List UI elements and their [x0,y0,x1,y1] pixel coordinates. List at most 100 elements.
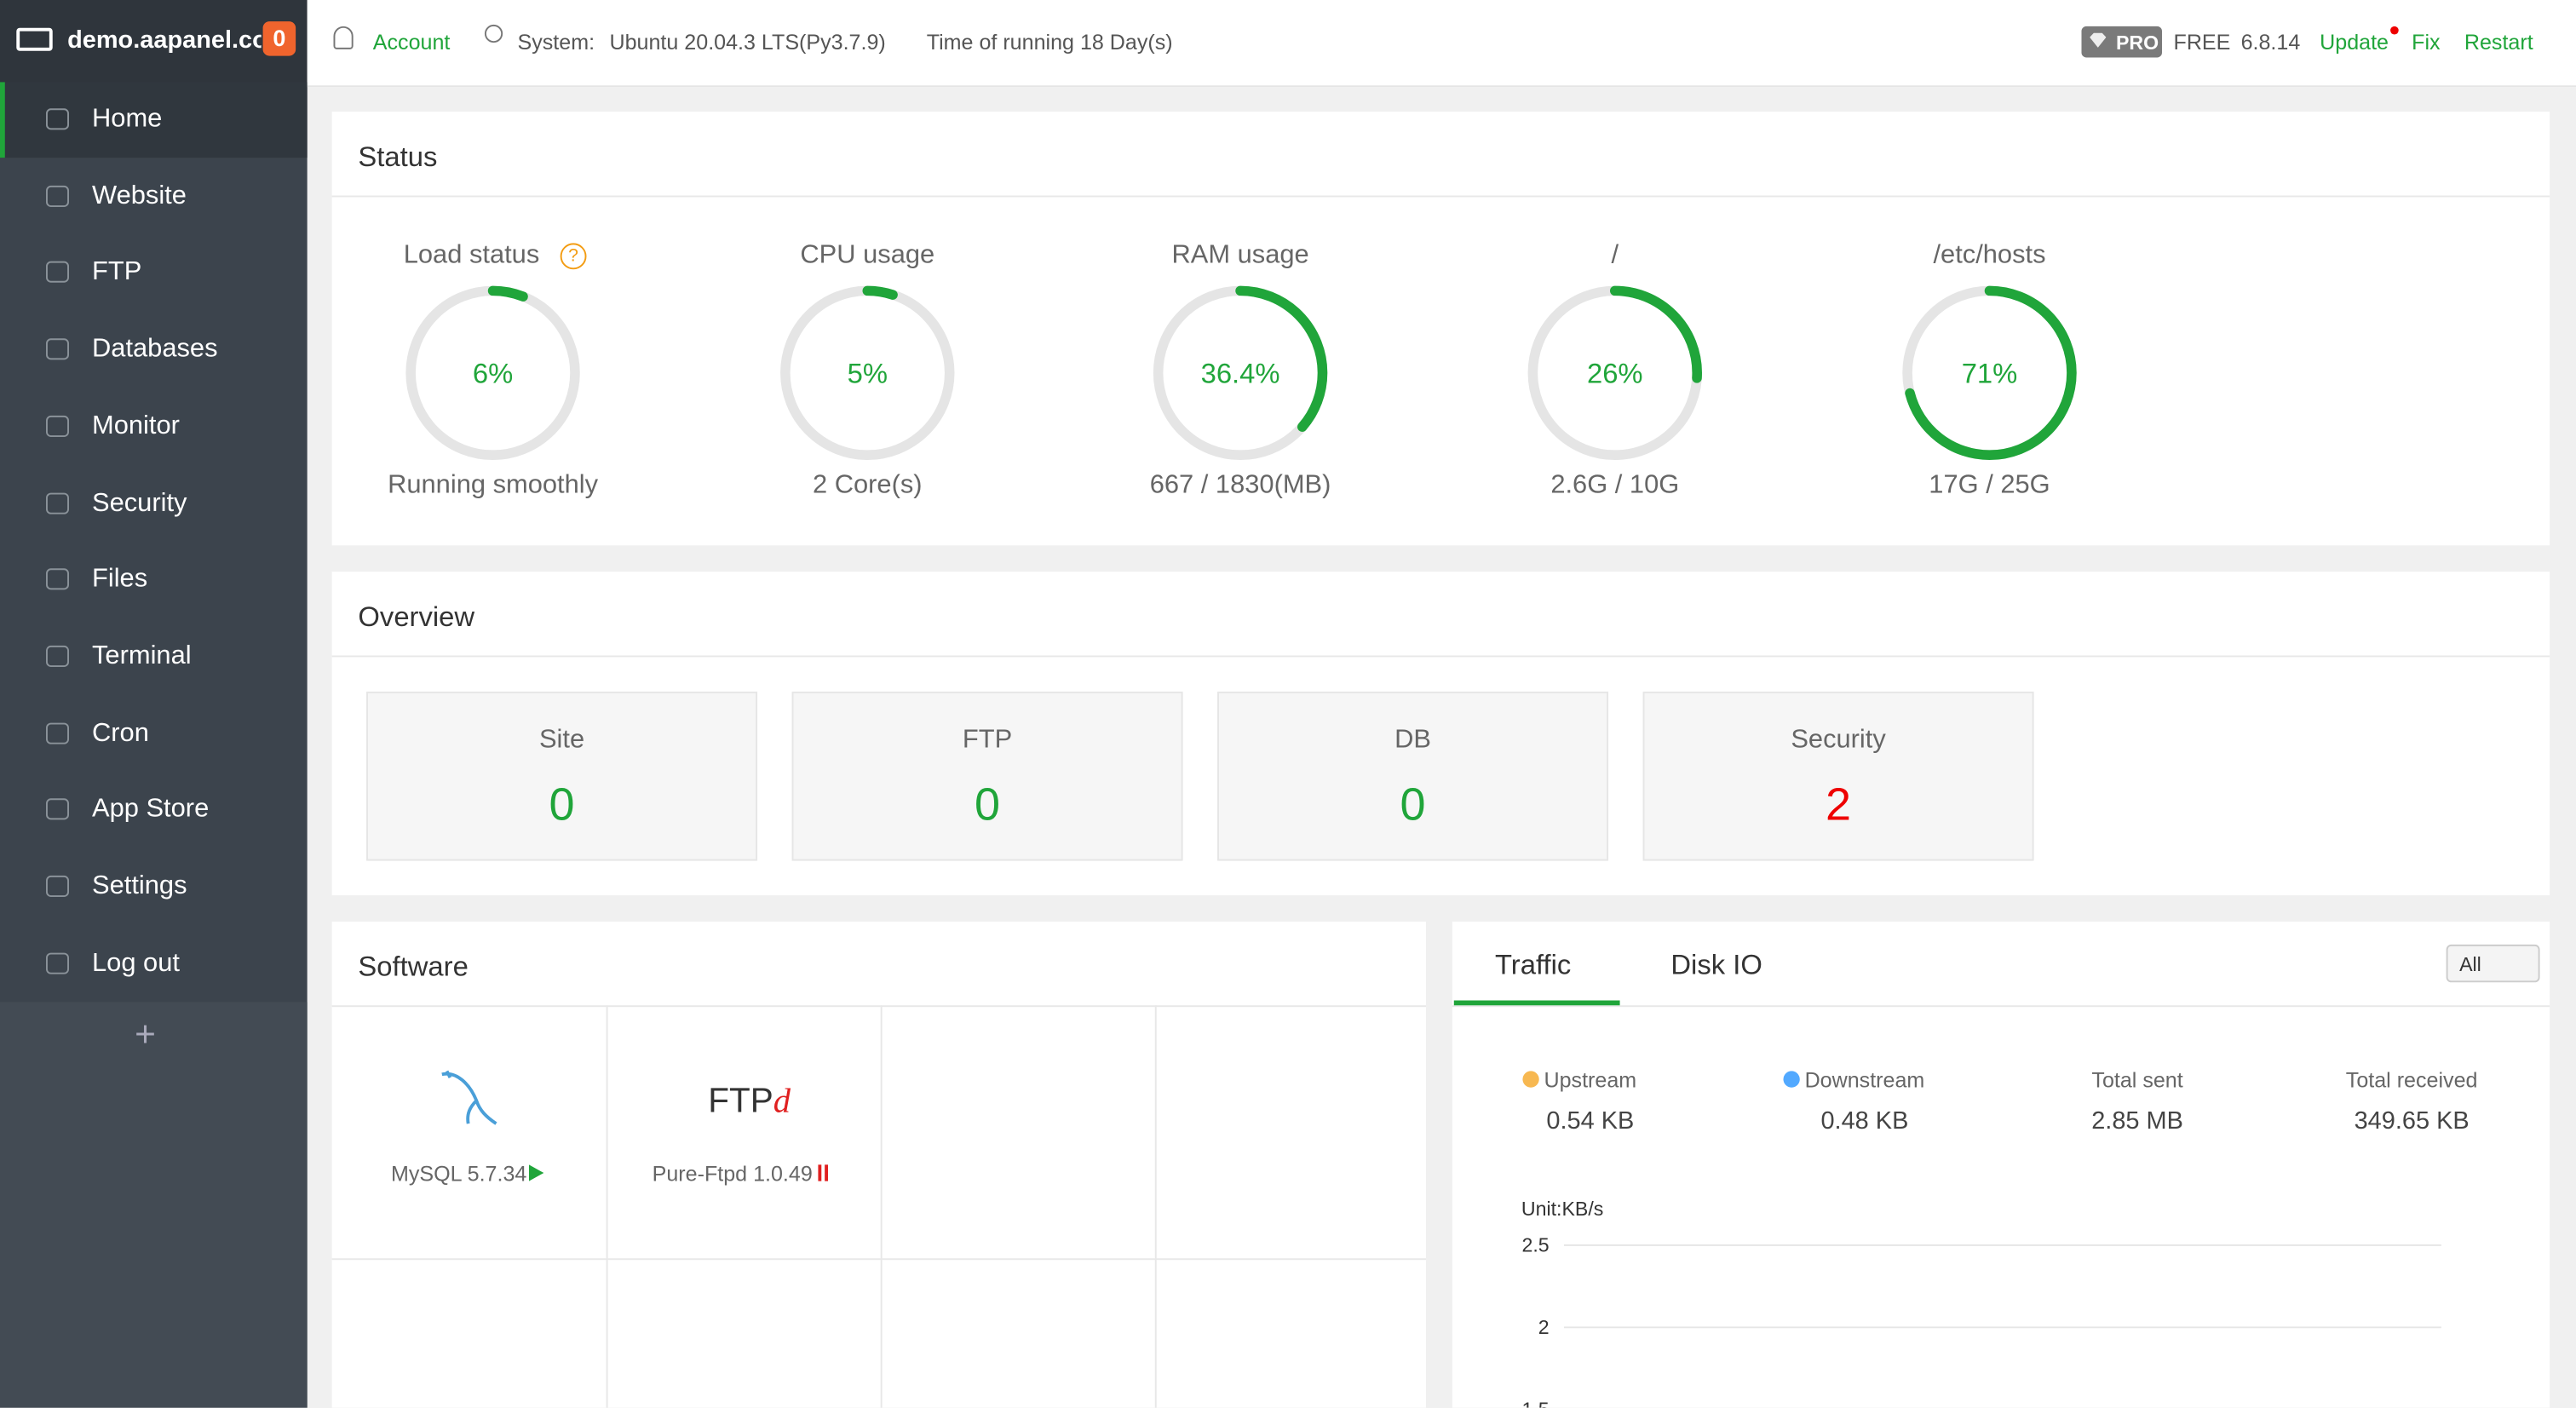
menu-item[interactable]: Home [0,82,308,158]
menu-label[interactable]: Log out [91,949,180,977]
restart-link[interactable]: Restart [2464,29,2533,55]
gauge-arc [1527,285,1702,460]
gauge-value: 6% [473,357,513,388]
menu-item[interactable]: FTP [0,236,308,312]
divider [880,1005,883,1408]
gauge-value: 36.4% [1201,357,1280,388]
menu-item[interactable]: Cron [0,696,308,772]
gauge-arc [405,285,580,460]
menu-icon [45,491,69,514]
overview-card[interactable]: Security 2 [1642,691,2034,861]
menu-item[interactable]: Website [0,158,308,234]
menu-icon [45,645,69,667]
menu-icon [45,338,69,360]
menu-label[interactable]: Security [91,488,187,517]
menu-label[interactable]: FTP [91,258,142,287]
menu-label[interactable]: Databases [91,335,218,364]
menu-label[interactable]: Home [91,105,163,134]
divider [331,655,2550,658]
stopped-icon [818,1164,828,1181]
y-tick-label: 2.5 [1521,1234,1549,1256]
menu-label[interactable]: Terminal [91,641,192,670]
menu-icon [45,951,69,974]
divider [331,1005,1426,1008]
status-panel [331,112,2550,546]
menu-icon [45,875,69,897]
stat-label: Upstream [1522,1068,1636,1092]
overview-card[interactable]: FTP 0 [791,691,1183,861]
gauge-value: 26% [1587,357,1643,388]
tab[interactable]: Traffic [1494,949,1572,981]
stat-value: 0.54 KB [1546,1106,1635,1135]
gauge-title: Load status [403,241,540,270]
card-label: DB [1394,726,1431,755]
help-icon[interactable]: ? [560,243,587,270]
gauge-detail: 2.6G / 10G [1550,471,1680,500]
edition: FREE [2173,29,2231,55]
stat-label: Downstream [1783,1068,1924,1092]
ftp-logo-text: FTP [708,1082,773,1121]
menu-label[interactable]: Monitor [91,411,180,440]
pro-label[interactable]: PRO [2115,31,2159,55]
menu-label[interactable]: Website [91,181,187,210]
card-count[interactable]: 2 [1826,779,1852,830]
legend-dot [1522,1071,1539,1088]
software-name[interactable]: Pure-Ftpd 1.0.49 [652,1161,813,1187]
menu-item[interactable]: Files [0,543,308,618]
gauge-title: / [1611,241,1619,270]
menu-item[interactable]: Log out [0,926,308,1002]
chart-unit: Unit:KB/s [1521,1197,1604,1221]
divider [1154,1005,1157,1408]
menu-label[interactable]: Files [91,565,148,594]
menu-item[interactable]: Terminal [0,619,308,695]
account-icon [333,26,354,49]
stat-label: Total received [2345,1067,2478,1093]
card-label: Site [538,726,585,755]
gauge-value: 5% [848,357,888,388]
menu-label[interactable]: Settings [91,872,187,900]
uptime: Time of running 18 Day(s) [926,29,1173,55]
ftp-logo-accent: d [773,1080,791,1121]
menu-label[interactable]: Cron [91,718,149,747]
menu-item[interactable]: Settings [0,849,308,925]
running-icon [528,1164,544,1181]
card-count[interactable]: 0 [549,779,575,830]
select-value[interactable]: All [2459,952,2481,976]
add-button[interactable]: + [135,1013,156,1055]
version: 6.8.14 [2240,29,2301,55]
update-dot [2390,26,2399,35]
menu-label[interactable]: App Store [91,796,210,824]
menu-item[interactable]: Monitor [0,389,308,465]
select[interactable] [2446,944,2540,983]
gauge-detail: 2 Core(s) [812,471,923,500]
menu-icon [45,568,69,590]
fix-link[interactable]: Fix [2412,29,2441,55]
menu-item[interactable]: App Store [0,773,308,848]
badge[interactable]: 0 [262,21,296,56]
ftp-logo: FTPd [708,1081,791,1122]
menu-item[interactable]: Databases [0,313,308,388]
overview-card[interactable]: DB 0 [1217,691,1609,861]
overview-card[interactable]: Site 0 [366,691,758,861]
mysql-icon [441,1070,497,1125]
menu-item[interactable]: Security [0,466,308,542]
gauge-title: /etc/hosts [1933,241,2046,270]
y-tick-label: 2 [1538,1316,1550,1338]
gauge-arc [780,285,955,460]
menu-icon [45,261,69,284]
software-panel [331,921,1426,1408]
account-link[interactable]: Account [372,29,451,55]
card-label: Security [1791,726,1886,755]
tab[interactable]: Disk IO [1670,949,1762,981]
menu-icon [45,721,69,744]
card-count[interactable]: 0 [975,779,1001,830]
update-link[interactable]: Update [2320,29,2389,55]
card-count[interactable]: 0 [1400,779,1426,830]
software-name[interactable]: MySQL 5.7.34 [390,1161,527,1187]
gauge-detail: 667 / 1830(MB) [1149,471,1331,500]
divider [606,1005,608,1408]
